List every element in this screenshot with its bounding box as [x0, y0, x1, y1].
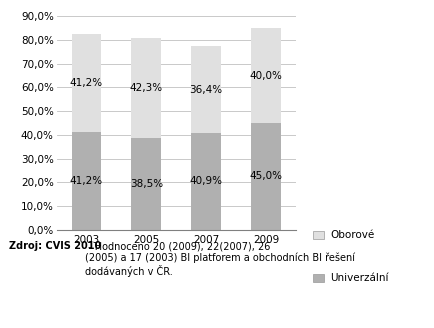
- Bar: [312, 274, 323, 282]
- Bar: [71, 132, 101, 230]
- Text: Oborové: Oborové: [330, 230, 374, 240]
- Text: Zdroj: CVIS 2010: Zdroj: CVIS 2010: [9, 241, 101, 251]
- Text: 41,2%: 41,2%: [70, 78, 103, 88]
- Bar: [250, 28, 280, 123]
- Bar: [71, 34, 101, 132]
- Bar: [191, 133, 220, 230]
- Text: 41,2%: 41,2%: [70, 176, 103, 186]
- Text: 36,4%: 36,4%: [189, 85, 222, 94]
- Bar: [250, 123, 280, 230]
- Text: 45,0%: 45,0%: [249, 171, 282, 181]
- Text: 42,3%: 42,3%: [129, 83, 162, 93]
- Text: 40,9%: 40,9%: [189, 176, 222, 186]
- Bar: [131, 138, 161, 230]
- Text: Univerzální: Univerzální: [330, 273, 388, 283]
- Bar: [191, 47, 220, 133]
- Text: 38,5%: 38,5%: [129, 179, 162, 189]
- Bar: [312, 231, 323, 239]
- Bar: [131, 38, 161, 138]
- Text: - Hodnoceno 20 (2009), 22(2007), 26
(2005) a 17 (2003) BI platforem a obchodních: - Hodnoceno 20 (2009), 22(2007), 26 (200…: [85, 241, 354, 277]
- Text: 40,0%: 40,0%: [249, 71, 282, 81]
